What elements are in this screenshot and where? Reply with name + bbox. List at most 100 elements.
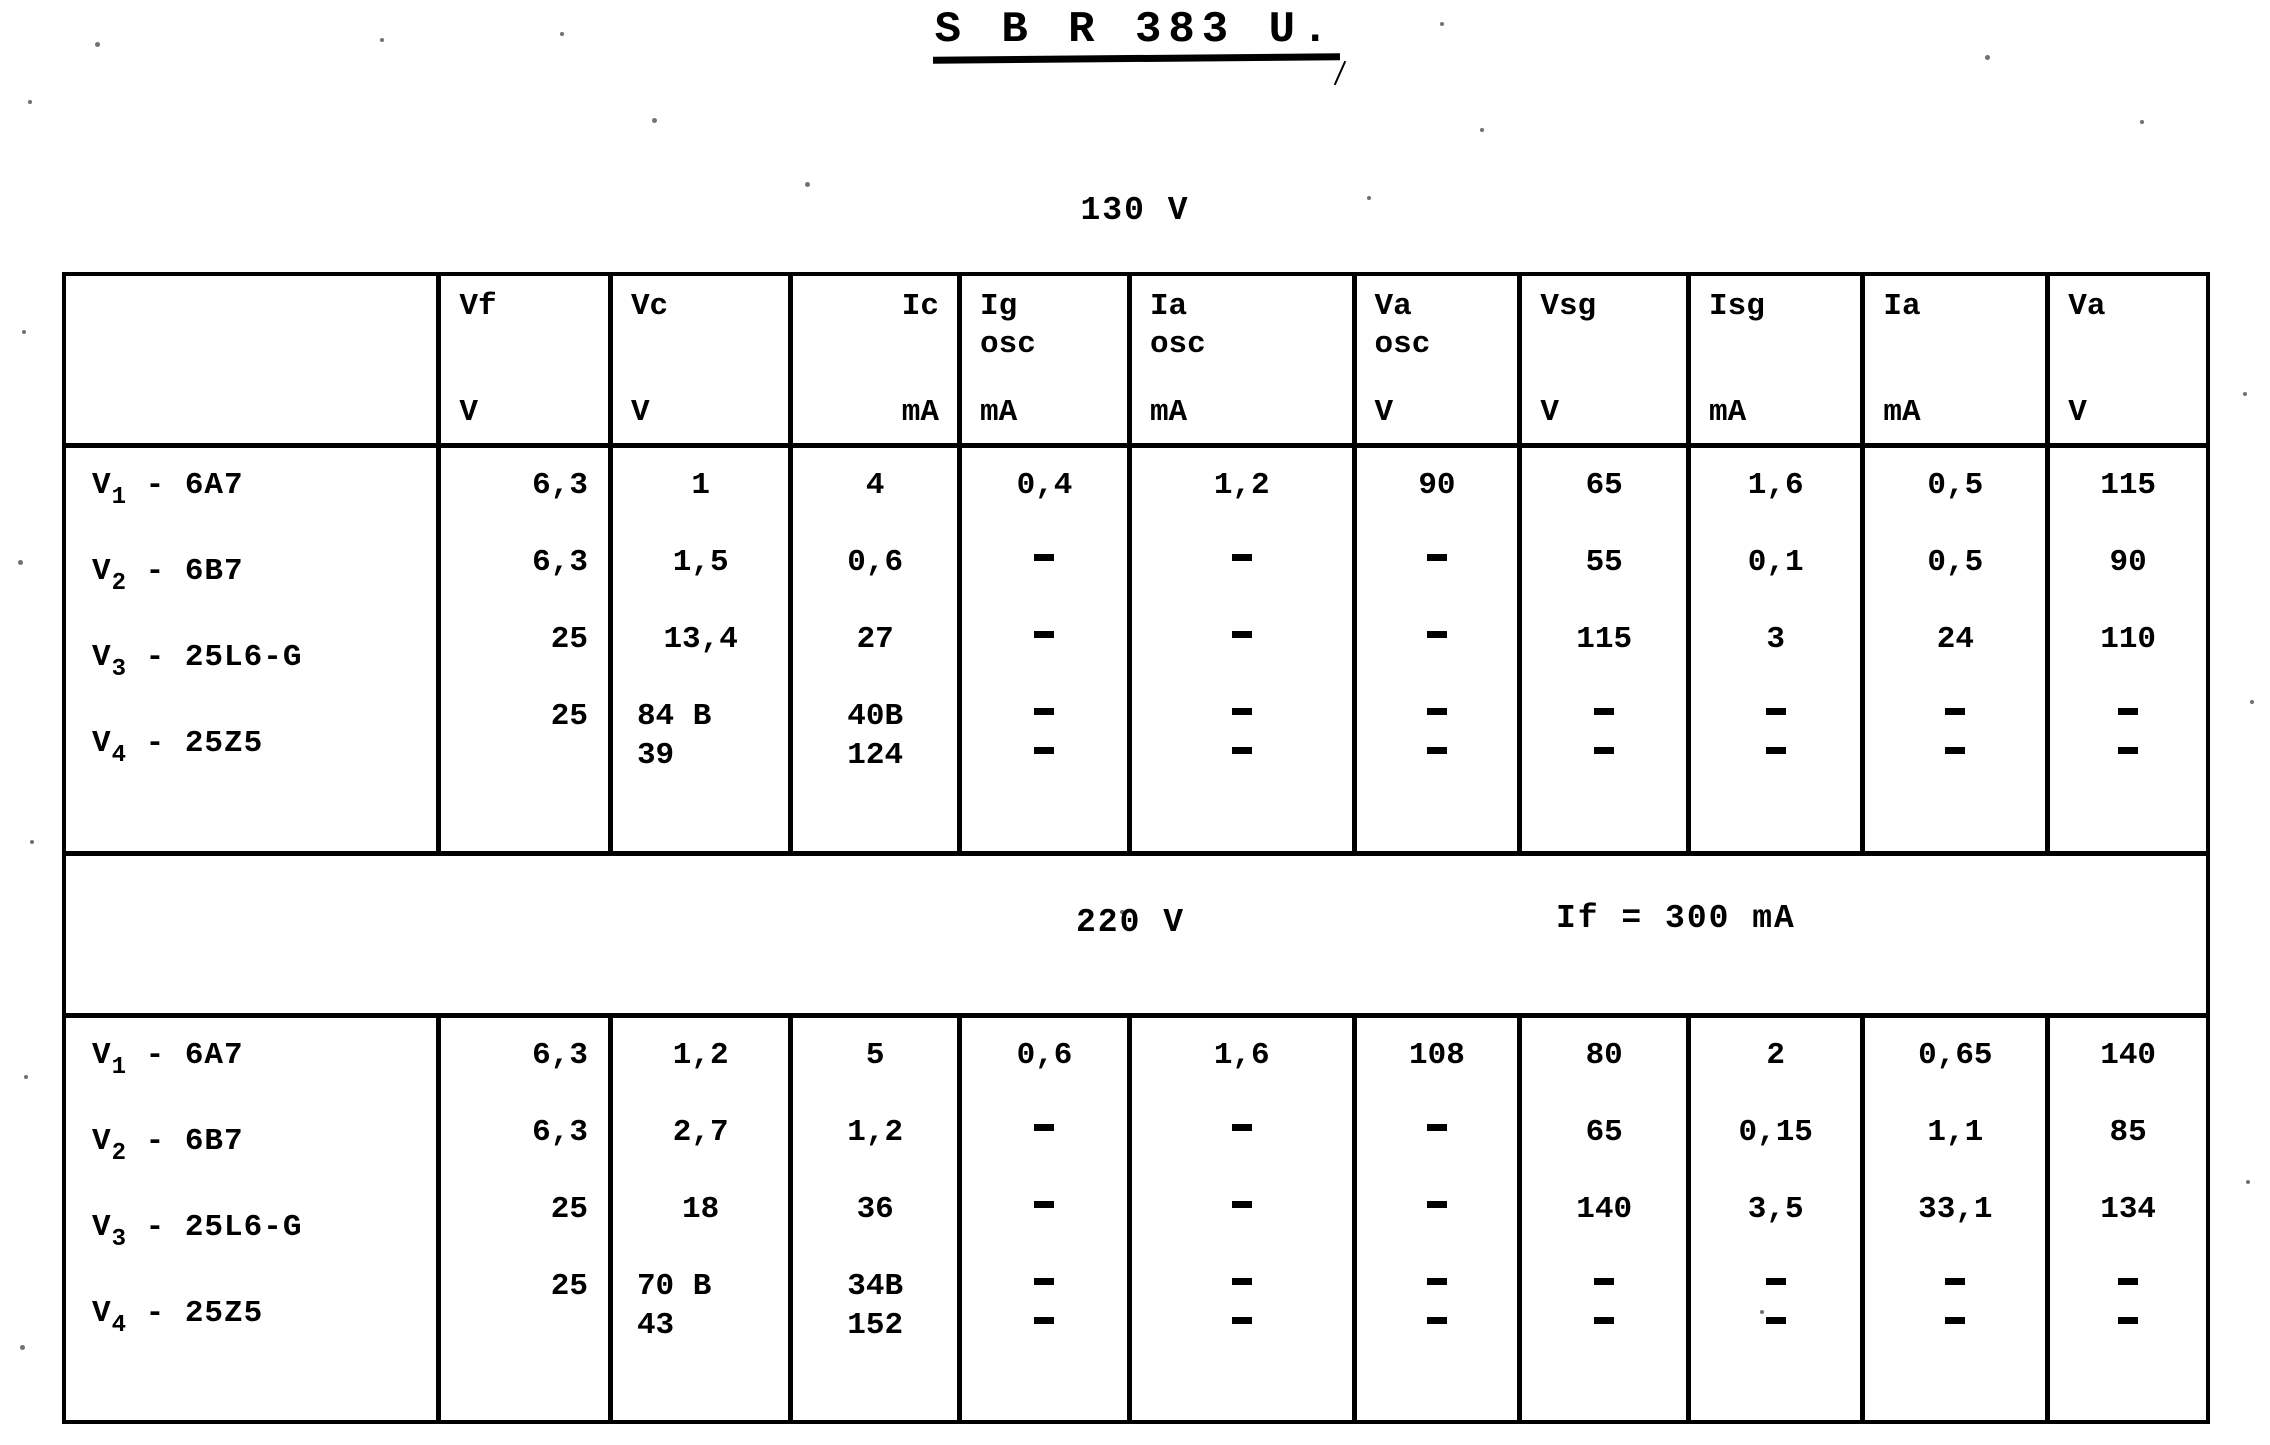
cell-value: 55: [1585, 545, 1623, 581]
table-row: V3 - 25L6-G: [92, 1209, 303, 1253]
title-pen-tick: [1334, 61, 1347, 86]
cell-value: 27: [856, 622, 894, 658]
cell-value: 1,6: [1747, 468, 1804, 504]
cell-value: 80: [1585, 1037, 1623, 1073]
ia-osc-column-220v: 1,6: [1126, 1015, 1357, 1420]
vc-column-130v: 1 1,5 13,4 84 B 39: [607, 445, 794, 854]
cell-value: [2070, 740, 2186, 771]
supply-band-cell: 220 V If = 300 mA: [66, 850, 2206, 1018]
cell-value: 0,1: [1747, 545, 1804, 581]
header-symbol-isg: Isg: [1709, 289, 1765, 324]
cell-value: [1377, 1117, 1498, 1148]
title-underline: [932, 53, 1340, 65]
cell-value: [982, 1310, 1107, 1341]
cell-value: 3,5: [1747, 1191, 1804, 1227]
cell-value: 25: [550, 1268, 588, 1304]
header-unit-isg: mA: [1709, 394, 1747, 430]
data-block-130v: V1 - 6A7 V2 - 6B7 V3 - 25L6-G V4 - 25Z5 …: [66, 445, 2206, 854]
empty-dash-icon: [1231, 1123, 1252, 1131]
cell-value: [1377, 740, 1498, 771]
cell-value: [1152, 1271, 1332, 1302]
empty-dash-icon: [1765, 1316, 1786, 1324]
cell-value: 2,7: [672, 1114, 729, 1150]
cell-value: 84 B: [636, 699, 712, 735]
cell-value: 13,4: [663, 622, 738, 658]
cell-value: [1377, 1271, 1498, 1302]
empty-dash-icon: [1426, 1200, 1447, 1208]
cell-value: 6,3: [532, 545, 588, 581]
scan-speckle: [24, 1075, 28, 1079]
cell-value: 140: [2100, 1037, 2157, 1073]
empty-dash-icon: [1231, 1316, 1252, 1324]
cell-value: [1542, 701, 1666, 732]
supply-band-row-220v: 220 V If = 300 mA: [66, 850, 2206, 1018]
empty-dash-icon: [1034, 631, 1055, 639]
cell-value: [1152, 740, 1332, 771]
cell-value: [1711, 740, 1840, 771]
header-symbol-vf: Vf: [459, 289, 497, 324]
cell-value: 70 B: [636, 1268, 712, 1304]
cell-value: 36: [856, 1191, 894, 1227]
cell-value: 24: [1936, 622, 1974, 658]
ig-osc-column-220v: 0,6: [957, 1015, 1132, 1420]
filament-current-label: If = 300 mA: [1556, 899, 1796, 937]
cell-value: 18: [682, 1191, 720, 1227]
header-unit-ig-osc: mA: [980, 394, 1018, 430]
cell-value: 134: [2100, 1191, 2157, 1227]
empty-dash-icon: [1034, 1316, 1055, 1324]
va-osc-column-130v: 90: [1351, 445, 1523, 854]
empty-dash-icon: [1594, 1316, 1615, 1324]
cell-value: 65: [1585, 468, 1623, 504]
empty-dash-icon: [1594, 1277, 1615, 1285]
document-title-container: S B R 383 U.: [0, 5, 2270, 86]
header-cell-vsg: Vsg V: [1517, 276, 1691, 449]
header-symbol-ic: Ic: [901, 289, 940, 324]
measurements-table-container: Vf V Vc V Ic mA Ig osc mA Ia osc: [62, 272, 2210, 1424]
empty-dash-icon: [1594, 708, 1615, 716]
header-unit-vsg: V: [1540, 394, 1559, 430]
cell-value: [1152, 547, 1332, 578]
empty-dash-icon: [1034, 1277, 1055, 1285]
cell-value: [982, 1271, 1107, 1302]
vf-column-220v: 6,3 6,3 25 25: [436, 1015, 613, 1420]
empty-dash-icon: [2118, 747, 2139, 755]
header-symbol-va-osc: Va osc: [1374, 289, 1431, 362]
header-symbol-va: Va: [2068, 289, 2106, 324]
header-cell-va: Va V: [2045, 276, 2206, 449]
cell-value: [982, 547, 1107, 578]
cell-value: 0,15: [1738, 1114, 1813, 1150]
page-title-text: S B R 383 U.: [934, 5, 1336, 55]
cell-value: [1711, 1310, 1840, 1341]
header-symbol-vsg: Vsg: [1540, 289, 1597, 324]
empty-dash-icon: [1594, 747, 1615, 755]
cell-value: 39: [636, 738, 675, 774]
header-unit-va: V: [2068, 394, 2087, 430]
empty-dash-icon: [1765, 1277, 1786, 1285]
empty-dash-icon: [1231, 708, 1252, 716]
cell-value: 33,1: [1918, 1191, 1993, 1227]
cell-value: [1885, 740, 2025, 771]
table-row: V4 - 25Z5: [92, 726, 264, 770]
cell-value: 115: [2100, 468, 2157, 504]
header-cell-ia-osc: Ia osc mA: [1126, 276, 1357, 449]
scan-speckle: [1480, 128, 1484, 132]
header-unit-ia: mA: [1883, 394, 1921, 430]
header-cell-ia: Ia mA: [1860, 276, 2051, 449]
cell-value: 40B: [847, 699, 904, 735]
cell-value: 0,5: [1927, 545, 1984, 581]
header-cell-vc: Vc V: [607, 276, 794, 449]
ia-column-130v: 0,5 0,5 24: [1860, 445, 2051, 854]
cell-value: 3: [1766, 622, 1785, 658]
cell-value: 25: [550, 622, 588, 658]
empty-dash-icon: [1231, 1200, 1252, 1208]
cell-value: [2070, 1271, 2186, 1302]
cell-value: [1711, 1271, 1840, 1302]
cell-value: 90: [1418, 468, 1456, 504]
cell-value: [1542, 740, 1666, 771]
scan-speckle: [805, 182, 810, 187]
cell-value: 1,1: [1927, 1114, 1984, 1150]
cell-value: [2070, 701, 2186, 732]
va-column-130v: 115 90 110: [2045, 445, 2206, 854]
ia-osc-column-130v: 1,2: [1126, 445, 1357, 854]
header-unit-va-osc: V: [1374, 394, 1394, 430]
